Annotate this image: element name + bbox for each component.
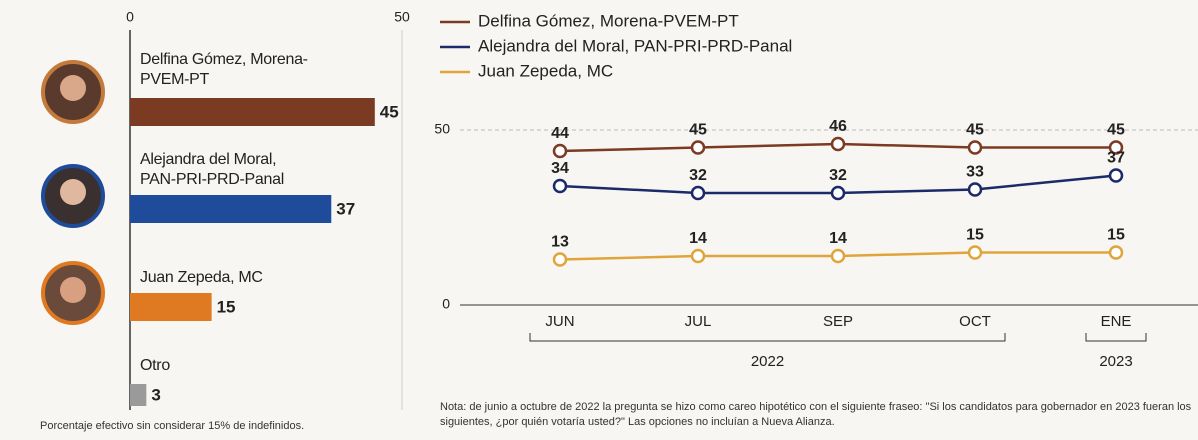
x-tick-label: 0: [126, 9, 134, 25]
point: [967, 245, 983, 260]
point: [690, 140, 706, 155]
value-label: 44: [551, 125, 569, 142]
value-label: 45: [689, 122, 707, 139]
bar: [130, 384, 147, 406]
value-label: 34: [551, 160, 569, 177]
value-label: 45: [1107, 122, 1125, 139]
value-label: 32: [689, 167, 707, 184]
value-label: 46: [829, 118, 847, 135]
point: [830, 136, 846, 152]
year-label: 2022: [751, 353, 784, 370]
candidate-photos: [41, 60, 105, 325]
category-label: Delfina Gómez, Morena-PVEM-PT: [140, 51, 308, 88]
point: [1108, 168, 1124, 183]
value-label: 15: [217, 297, 236, 316]
category-label: Otro: [140, 357, 170, 374]
year-label: 2023: [1099, 353, 1132, 370]
value-label: 3: [151, 385, 160, 404]
y-tick-label: 0: [442, 296, 450, 312]
value-label: 33: [966, 164, 984, 181]
y-tick-label: 50: [434, 121, 450, 137]
point: [552, 252, 568, 267]
x-tick-label: JUL: [685, 313, 712, 330]
bar: [130, 98, 375, 126]
year-bracket: [529, 333, 1006, 342]
x-tick-label: JUN: [545, 313, 574, 330]
legend-label: Alejandra del Moral, PAN-PRI-PRD-Panal: [478, 36, 792, 55]
footnote: Porcentaje efectivo sin considerar 15% d…: [40, 420, 305, 432]
point: [830, 185, 846, 201]
x-tick-label: OCT: [959, 313, 991, 330]
x-tick-label: SEP: [823, 313, 853, 330]
value-label: 14: [689, 230, 707, 247]
legend-label: Juan Zepeda, MC: [478, 61, 613, 80]
x-tick-label: ENE: [1101, 313, 1132, 330]
value-label: 37: [1107, 150, 1125, 167]
point: [830, 248, 846, 264]
value-label: 45: [966, 122, 984, 139]
value-label: 15: [966, 227, 984, 244]
point: [1108, 245, 1124, 260]
value-label: 32: [829, 167, 847, 184]
point: [552, 143, 568, 159]
year-bracket: [1085, 333, 1147, 342]
note: Nota: de junio a octubre de 2022 la preg…: [440, 401, 1192, 428]
face: [60, 75, 86, 101]
value-label: 37: [336, 199, 355, 218]
point: [967, 140, 983, 155]
value-label: 14: [829, 230, 847, 247]
x-tick-label: 50: [394, 9, 410, 25]
point: [967, 182, 983, 197]
value-label: 45: [380, 102, 399, 121]
face: [60, 179, 86, 205]
value-label: 13: [551, 234, 569, 251]
point: [690, 248, 706, 264]
point: [690, 185, 706, 201]
face: [60, 277, 86, 303]
value-label: 15: [1107, 227, 1125, 244]
category-label: Juan Zepeda, MC: [140, 269, 263, 286]
point: [552, 178, 568, 194]
bar: [130, 293, 212, 321]
bar: [130, 195, 332, 223]
point: [1108, 140, 1124, 155]
category-label: Alejandra del Moral, PAN-PRI-PRD-Panal: [140, 151, 284, 188]
legend-label: Delfina Gómez, Morena-PVEM-PT: [478, 11, 739, 30]
